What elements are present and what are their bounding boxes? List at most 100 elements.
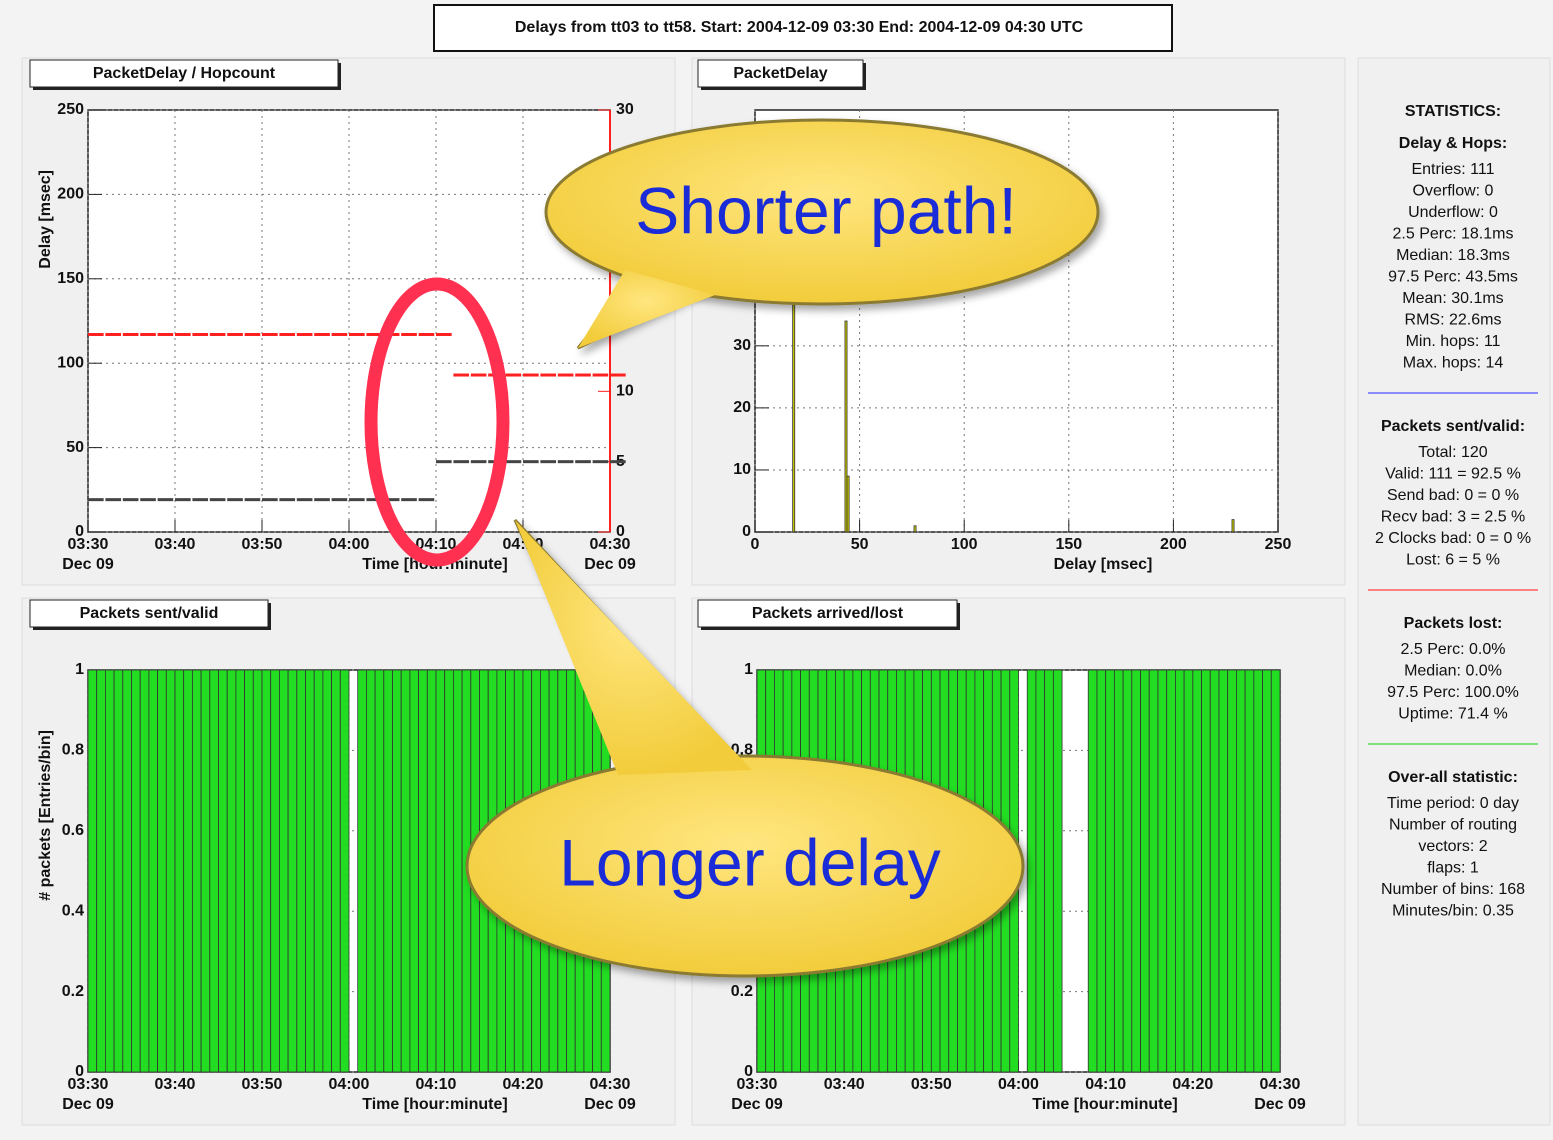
x-date-label: Dec 09	[62, 1096, 114, 1113]
bar	[314, 670, 323, 1072]
x-tick-label: 03:40	[155, 536, 196, 553]
statistics-heading: Packets sent/valid:	[1381, 418, 1525, 435]
bar	[1184, 670, 1193, 1072]
statistics-line: Number of routing	[1389, 817, 1517, 834]
x-tick-label: 250	[1265, 536, 1292, 553]
data-point	[175, 498, 191, 501]
data-point	[262, 498, 278, 501]
data-point	[575, 374, 591, 377]
y2-tick-label: 10	[616, 383, 634, 400]
bar	[158, 670, 167, 1072]
data-point	[105, 498, 121, 501]
bar	[1232, 520, 1234, 532]
bar	[132, 670, 141, 1072]
bar	[1202, 670, 1211, 1072]
data-point	[314, 333, 330, 336]
y-tick-label: 0.2	[731, 983, 753, 1000]
x-tick-label: 03:30	[68, 1076, 109, 1093]
statistics-line: Time period: 0 day	[1387, 795, 1519, 812]
x-date-label: Dec 09	[1254, 1096, 1306, 1113]
y2-tick-label: 0	[616, 523, 625, 540]
statistics-line: Min. hops: 11	[1406, 333, 1501, 350]
bar	[1219, 670, 1228, 1072]
bar	[384, 670, 393, 1072]
data-point	[506, 374, 522, 377]
bar	[375, 670, 384, 1072]
bar	[88, 670, 97, 1072]
bar	[366, 670, 375, 1072]
data-point	[140, 333, 156, 336]
x-tick-label: 03:40	[155, 1076, 196, 1093]
y-tick-label: 1	[75, 661, 84, 678]
bar	[245, 670, 254, 1072]
x-date-label: Dec 09	[584, 556, 636, 573]
data-point	[506, 460, 522, 463]
data-point	[210, 498, 226, 501]
data-point	[540, 374, 556, 377]
data-point	[436, 333, 452, 336]
statistics-line: RMS: 22.6ms	[1405, 312, 1502, 329]
bar	[253, 670, 262, 1072]
data-point	[245, 333, 261, 336]
data-point	[227, 333, 243, 336]
x-date-label: Dec 09	[584, 1096, 636, 1113]
data-point	[453, 374, 469, 377]
y-tick-label: 30	[733, 337, 751, 354]
statistics-line: Minutes/bin: 0.35	[1392, 903, 1514, 920]
bar	[1158, 670, 1167, 1072]
x-tick-label: 03:30	[737, 1076, 778, 1093]
data-point	[471, 460, 487, 463]
bar	[175, 670, 184, 1072]
bar	[1045, 670, 1054, 1072]
bar	[1175, 670, 1184, 1072]
statistics-line: Median: 18.3ms	[1396, 247, 1510, 264]
x-tick-label: 03:50	[242, 536, 283, 553]
bar	[1210, 670, 1219, 1072]
data-point	[105, 333, 121, 336]
data-point	[523, 374, 539, 377]
x-tick-label: 04:10	[416, 1076, 457, 1093]
y2-tick-label: 30	[616, 101, 634, 118]
statistics-line: vectors: 2	[1418, 838, 1487, 855]
bar	[453, 670, 462, 1072]
bar	[279, 670, 288, 1072]
x-date-label: Dec 09	[731, 1096, 783, 1113]
y-tick-label: 250	[57, 101, 84, 118]
data-point	[88, 498, 104, 501]
callout-text: Longer delay	[559, 825, 941, 899]
y-tick-label: 1	[744, 661, 753, 678]
bar	[419, 670, 428, 1072]
statistics-line: 2.5 Perc: 18.1ms	[1393, 226, 1514, 243]
bar	[1167, 670, 1176, 1072]
x-tick-label: 03:50	[911, 1076, 952, 1093]
statistics: STATISTICS:Delay & Hops:Entries: 111Over…	[1368, 103, 1538, 920]
data-point	[314, 498, 330, 501]
bar	[401, 670, 410, 1072]
data-point	[279, 498, 295, 501]
x-axis-label: Delay [msec]	[1054, 556, 1153, 573]
statistics-line: Recv bad: 3 = 2.5 %	[1381, 509, 1526, 526]
bar	[219, 670, 228, 1072]
data-point	[401, 498, 417, 501]
data-point	[593, 374, 609, 377]
statistics-line: 2 Clocks bad: 0 = 0 %	[1375, 530, 1531, 547]
x-axis-label: Time [hour:minute]	[1032, 1096, 1177, 1113]
panel-title: Packets arrived/lost	[752, 605, 904, 622]
statistics-line: Overflow: 0	[1413, 183, 1494, 200]
bar	[1263, 670, 1272, 1072]
data-point	[593, 460, 609, 463]
data-point	[349, 333, 365, 336]
bar	[1149, 670, 1158, 1072]
statistics-line: Total: 120	[1418, 444, 1487, 461]
y-tick-label: 0.8	[62, 742, 84, 759]
bar	[140, 670, 149, 1072]
bar	[97, 670, 106, 1072]
bar	[149, 670, 158, 1072]
bar	[184, 670, 193, 1072]
data-point	[332, 333, 348, 336]
bar	[914, 526, 916, 532]
bar	[1271, 670, 1280, 1072]
statistics-line: Max. hops: 14	[1403, 355, 1504, 372]
bar	[1053, 670, 1062, 1072]
data-point	[297, 333, 313, 336]
